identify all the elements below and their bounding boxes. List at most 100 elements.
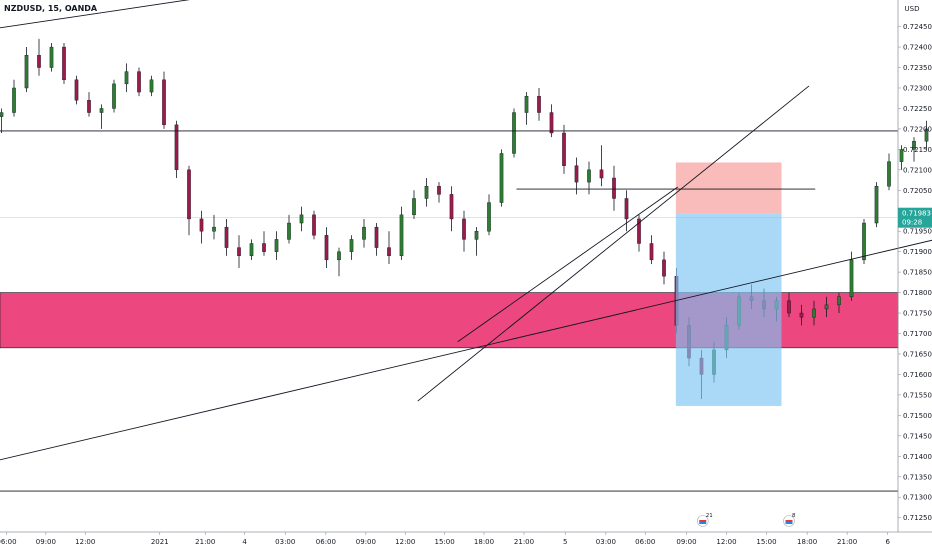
candle (574, 157, 579, 195)
candle (124, 63, 129, 93)
price-tick-label: 0.71750 (903, 310, 932, 318)
candle (424, 178, 429, 207)
candle (387, 231, 391, 264)
time-tick-label: 2021 (151, 538, 169, 546)
candle-body (312, 214, 316, 236)
time-tick-label: 09:00 (676, 538, 696, 546)
candle-body (612, 177, 616, 199)
candle (487, 194, 491, 236)
trend-line (0, 239, 932, 461)
candle-body (499, 153, 504, 203)
time-tick-label: 6 (886, 538, 891, 546)
price-tick-label: 0.72350 (903, 64, 932, 72)
candle (137, 67, 141, 97)
candle (49, 42, 54, 72)
candle-body (0, 112, 4, 117)
candle (249, 239, 254, 260)
time-tick-label: 09:00 (356, 538, 376, 546)
price-tick-label: 0.72200 (903, 125, 932, 133)
candle-body (287, 222, 291, 240)
price-tick-label: 0.72050 (903, 187, 932, 195)
candle-body (124, 71, 129, 85)
candle-body (224, 226, 229, 248)
candle (437, 182, 441, 203)
candle-body (349, 239, 354, 252)
candle-body (524, 95, 529, 113)
candle-body (149, 79, 154, 93)
candle (599, 145, 604, 187)
candle-body (412, 198, 416, 216)
time-tick-label: 09:00 (36, 538, 56, 546)
candle-body (537, 95, 541, 113)
candle (262, 231, 266, 256)
candle (0, 108, 4, 133)
candle (662, 251, 666, 285)
economic-event-icon: 8 (783, 513, 796, 527)
time-tick-label: 12:00 (395, 538, 415, 546)
candle (462, 210, 466, 252)
candle-body (574, 165, 579, 183)
candle (412, 190, 416, 219)
candle-body (174, 124, 179, 171)
price-tick-label: 0.72100 (903, 166, 932, 174)
time-tick-label: 06:00 (0, 538, 17, 546)
candle-body (74, 79, 79, 101)
candle (849, 251, 854, 301)
trend-line (417, 85, 810, 402)
price-tick-label: 0.71550 (903, 391, 932, 399)
price-tick-label: 0.71700 (903, 330, 932, 338)
candle (274, 231, 279, 260)
time-tick-label: 4 (242, 538, 247, 546)
candle-body (62, 46, 66, 80)
candle-body (812, 308, 816, 318)
price-tick-label: 0.71350 (903, 473, 932, 481)
candle (512, 108, 516, 158)
price-tick-label: 0.71950 (903, 228, 932, 236)
candle-body (24, 55, 29, 89)
candle (649, 235, 654, 264)
candle (499, 149, 504, 207)
candle-body (87, 100, 91, 113)
candle (24, 47, 29, 93)
candle-body (262, 243, 266, 252)
candle (449, 186, 454, 232)
candle-body (199, 218, 204, 232)
candle (524, 92, 529, 125)
candle (474, 227, 479, 256)
candle-body (599, 169, 604, 179)
candle (537, 87, 541, 121)
candle-body (787, 300, 791, 314)
time-tick-label: 15:00 (756, 538, 776, 546)
candle (874, 182, 879, 228)
candle (287, 214, 291, 244)
candle-body (837, 296, 841, 306)
candle (799, 304, 804, 326)
candle (12, 79, 16, 117)
price-tick-label: 0.72250 (903, 105, 932, 113)
candle-body (912, 140, 916, 150)
candle (362, 218, 366, 248)
candle-body (212, 226, 216, 232)
candle (312, 210, 316, 240)
time-tick-label: 06:00 (635, 538, 655, 546)
candle (549, 104, 554, 138)
candle (149, 75, 154, 97)
candle (612, 165, 616, 211)
price-tick-label: 0.72400 (903, 44, 932, 52)
candle-body (337, 251, 341, 261)
take-profit-zone (675, 213, 782, 406)
price-tick-label: 0.71450 (903, 432, 932, 440)
candle-body (137, 71, 141, 93)
svg-text:8: 8 (792, 513, 796, 519)
price-tag-time: 09:28 (902, 219, 922, 227)
time-tick-label: 18:00 (474, 538, 494, 546)
candle (624, 190, 629, 232)
price-tick-label: 0.71250 (903, 514, 932, 522)
candle (324, 227, 329, 269)
candle (299, 206, 304, 232)
candle (887, 153, 891, 191)
currency-label: USD (905, 5, 920, 13)
candle-body (12, 87, 16, 113)
candle (62, 42, 66, 84)
